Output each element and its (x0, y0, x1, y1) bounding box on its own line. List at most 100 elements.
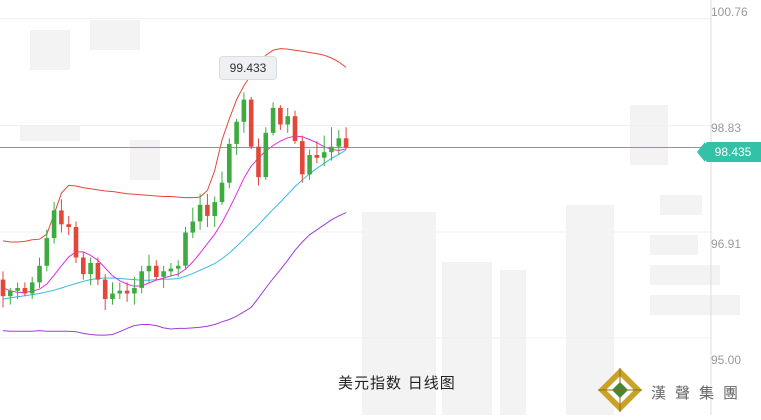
candle-body (15, 288, 20, 291)
candle (175, 260, 181, 277)
candle-body (183, 232, 188, 266)
candle (234, 118, 239, 155)
current-price-tag: 98.435 (697, 142, 761, 162)
candle (197, 193, 203, 230)
y-tick-label: 100.76 (711, 5, 748, 19)
candle-body (0, 279, 6, 297)
indicator-lines (2, 48, 347, 336)
candle-body (81, 257, 86, 275)
candle (270, 102, 276, 136)
candle-body (241, 99, 247, 122)
candle (278, 105, 283, 131)
candle (132, 276, 137, 305)
candle (29, 276, 35, 300)
candle (183, 227, 188, 269)
candle (227, 138, 232, 189)
candle-body (329, 146, 334, 153)
candle-body (212, 202, 217, 216)
y-tick-label: 98.83 (711, 121, 742, 135)
candle (88, 257, 93, 286)
candle-body (73, 227, 79, 258)
candle (292, 110, 298, 144)
candle (256, 138, 261, 186)
candle (102, 274, 108, 311)
candle-body (29, 282, 35, 294)
candle (59, 199, 64, 233)
candle-body (168, 268, 174, 272)
high-price-label: 99.433 (219, 56, 277, 80)
candle (117, 282, 123, 300)
candle (22, 282, 28, 297)
candle (321, 135, 327, 167)
candles (0, 92, 349, 311)
gridlines (0, 18, 711, 339)
candle-body (336, 138, 342, 147)
candle (8, 287, 13, 305)
candle (0, 271, 6, 308)
candle (110, 282, 115, 305)
candle-body (124, 290, 130, 294)
bollinger-lower-line (2, 212, 347, 336)
candle (336, 130, 342, 155)
candle (329, 127, 334, 161)
y-tick-label: 96.91 (711, 237, 742, 251)
candle (73, 221, 79, 264)
candle-body (175, 265, 181, 269)
candle (66, 215, 71, 236)
candle-body (66, 224, 71, 227)
candle (146, 254, 152, 283)
candle-body (197, 204, 203, 222)
candle-body (321, 152, 327, 158)
candle-body (278, 107, 283, 125)
candle-body (59, 210, 64, 225)
candle-body (88, 263, 93, 275)
candle (44, 229, 50, 272)
candle-body (110, 293, 115, 299)
brand-name: 漢聲集團 (651, 384, 748, 402)
candle-body (219, 182, 225, 203)
candle-body (44, 238, 50, 266)
brand-emblem-icon (598, 368, 642, 412)
candle (212, 196, 217, 228)
candle (81, 251, 86, 280)
moving-average-slow-line (2, 149, 347, 300)
candle (161, 265, 166, 288)
candle-body (248, 99, 254, 147)
candle-body (190, 221, 196, 233)
candle-body (263, 132, 269, 178)
candle-body (95, 263, 101, 280)
candle (139, 265, 144, 294)
candle (241, 92, 247, 133)
candle-body (154, 265, 159, 277)
candle (300, 135, 305, 183)
candle-body (22, 288, 28, 294)
candle-body (292, 116, 298, 142)
candle-body (300, 141, 305, 175)
candle-body (343, 138, 349, 148)
candle (154, 260, 159, 280)
candle (95, 257, 101, 286)
candle (343, 127, 349, 150)
candle-body (314, 155, 320, 158)
candle (168, 263, 174, 277)
chart-caption: 美元指数 日线图 (338, 374, 456, 392)
candle-body (37, 265, 42, 283)
candle (248, 96, 254, 150)
bollinger-upper-line (2, 48, 347, 243)
candle (314, 141, 320, 164)
candle-body (146, 265, 152, 272)
candle-body (256, 146, 261, 178)
candle (51, 202, 57, 244)
candle-body (102, 279, 108, 299)
candle-body (139, 271, 144, 288)
y-tick-label: 95.00 (711, 353, 742, 367)
candle (205, 193, 210, 228)
candle (307, 149, 312, 180)
candle-body (8, 290, 13, 297)
candle (219, 171, 225, 205)
background-watermark (20, 20, 740, 415)
candle (15, 282, 20, 300)
candle-body (205, 204, 210, 216)
